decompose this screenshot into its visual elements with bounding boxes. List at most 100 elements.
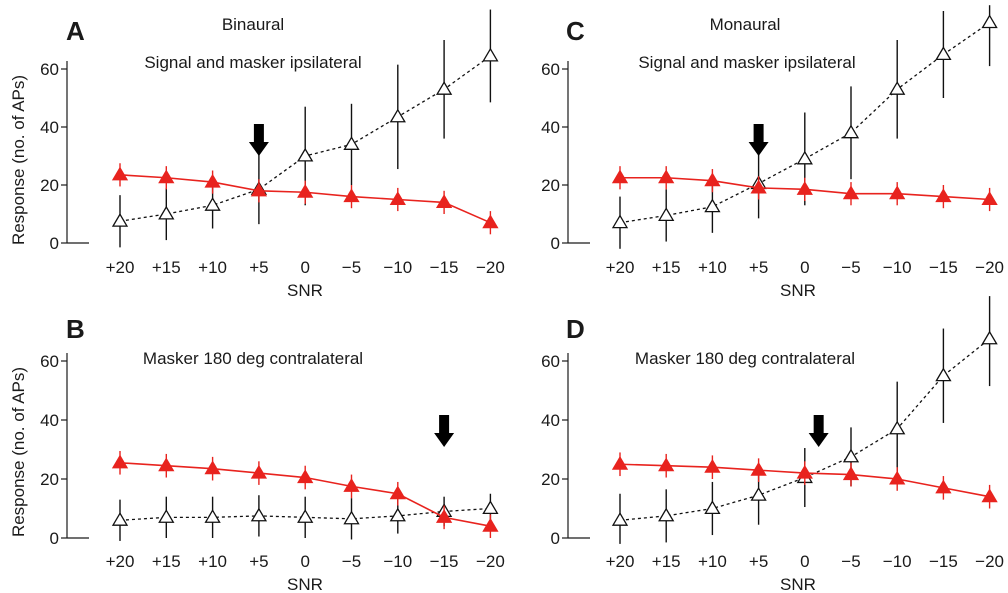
data-point: [935, 46, 952, 61]
data-point: [111, 166, 129, 181]
data-point: [842, 466, 860, 481]
data-point: [658, 207, 675, 222]
data-point: [981, 488, 998, 503]
data-point: [111, 512, 129, 526]
x-tick-label: −10: [383, 552, 412, 571]
data-point: [658, 457, 675, 472]
x-tick-label: +10: [198, 552, 227, 571]
x-tick-label: 0: [800, 258, 809, 277]
data-point: [981, 14, 998, 29]
series-line: [619, 22, 990, 224]
data-point: [796, 150, 813, 165]
data-point: [343, 188, 360, 203]
data-point: [389, 507, 406, 522]
y-tick-label: 20: [40, 176, 59, 195]
x-tick-label: +10: [698, 258, 727, 277]
x-tick-label: +15: [152, 258, 181, 277]
panel-subtitle: Signal and masker ipsilateral: [144, 53, 361, 72]
data-point: [482, 517, 499, 532]
x-tick-label: −10: [883, 552, 912, 571]
data-point: [297, 469, 314, 484]
y-tick-label: 20: [541, 176, 560, 195]
data-point: [658, 169, 675, 184]
y-tick-label: 20: [541, 470, 560, 489]
data-point: [482, 214, 499, 229]
x-tick-label: +5: [749, 552, 768, 571]
data-point: [158, 509, 175, 523]
chart-panel-b: B Masker 180 deg contralateral 0 20 40 60 +20 +…: [9, 314, 505, 593]
data-point: [250, 507, 268, 522]
y-tick-label: 60: [541, 352, 560, 371]
panel-letter: A: [66, 16, 85, 46]
x-tick-label: 0: [300, 258, 309, 277]
x-tick-label: 0: [800, 552, 809, 571]
panel-subtitle: Signal and masker ipsilateral: [638, 53, 855, 72]
y-tick-label: 40: [541, 118, 560, 137]
data-point: [658, 507, 675, 522]
data-point: [611, 214, 629, 229]
x-tick-label: +20: [106, 258, 135, 277]
x-axis-label: SNR: [780, 575, 816, 593]
y-tick-label: 40: [541, 411, 560, 430]
x-tick-label: −15: [430, 552, 459, 571]
y-tick-label: 0: [50, 234, 59, 253]
panel-letter: C: [566, 16, 585, 46]
data-point: [750, 461, 767, 476]
data-point: [389, 485, 406, 500]
chart-panel-d: D Masker 180 deg contralateral 0 20 40 60 +20 +…: [541, 296, 1004, 593]
data-point: [343, 510, 360, 525]
x-tick-label: −20: [975, 552, 1004, 571]
data-point: [250, 464, 268, 479]
data-point: [297, 509, 314, 523]
data-point: [611, 512, 629, 526]
data-point: [704, 172, 721, 187]
panel-letter: B: [66, 314, 85, 344]
y-tick-label: 60: [541, 60, 560, 79]
data-point: [482, 47, 499, 62]
data-point: [204, 509, 221, 523]
data-point: [889, 81, 906, 95]
data-point: [389, 108, 406, 123]
x-axis-label: SNR: [287, 575, 323, 593]
x-tick-label: 0: [300, 552, 309, 571]
data-point: [935, 479, 952, 494]
x-tick-label: +20: [106, 552, 135, 571]
down-arrow-icon: [248, 124, 269, 156]
data-point: [981, 330, 998, 345]
panel-title: Binaural: [222, 15, 284, 34]
panel-title: Masker 180 deg contralateral: [143, 349, 363, 368]
x-tick-label: −15: [929, 552, 958, 571]
x-tick-label: −20: [476, 552, 505, 571]
data-point: [611, 455, 629, 470]
x-axis-label: SNR: [780, 281, 816, 300]
series-open: [611, 296, 998, 544]
series-open: [111, 493, 499, 541]
data-point: [158, 169, 175, 184]
y-tick-label: 20: [40, 470, 59, 489]
data-point: [704, 500, 721, 515]
x-axis-label: SNR: [287, 281, 323, 300]
x-tick-label: +5: [249, 552, 268, 571]
x-tick-label: −20: [975, 258, 1004, 277]
y-tick-label: 0: [551, 234, 560, 253]
data-point: [981, 191, 998, 206]
x-tick-label: +20: [606, 258, 635, 277]
x-tick-label: −15: [430, 258, 459, 277]
y-tick-label: 40: [40, 118, 59, 137]
data-point: [204, 197, 221, 211]
y-tick-label: 0: [551, 529, 560, 548]
x-tick-label: −10: [883, 258, 912, 277]
data-point: [158, 205, 175, 220]
x-tick-label: +5: [249, 258, 268, 277]
down-arrow-icon: [808, 415, 829, 447]
x-tick-label: −10: [383, 258, 412, 277]
x-tick-label: +15: [652, 258, 681, 277]
x-tick-label: +15: [652, 552, 681, 571]
data-point: [704, 198, 721, 213]
panel-title: Monaural: [710, 15, 781, 34]
y-tick-label: 40: [40, 411, 59, 430]
series-open: [611, 5, 998, 249]
x-tick-label: +5: [749, 258, 768, 277]
chart-panel-c: C Monaural Signal and masker ipsilateral 0 2…: [541, 5, 1004, 300]
